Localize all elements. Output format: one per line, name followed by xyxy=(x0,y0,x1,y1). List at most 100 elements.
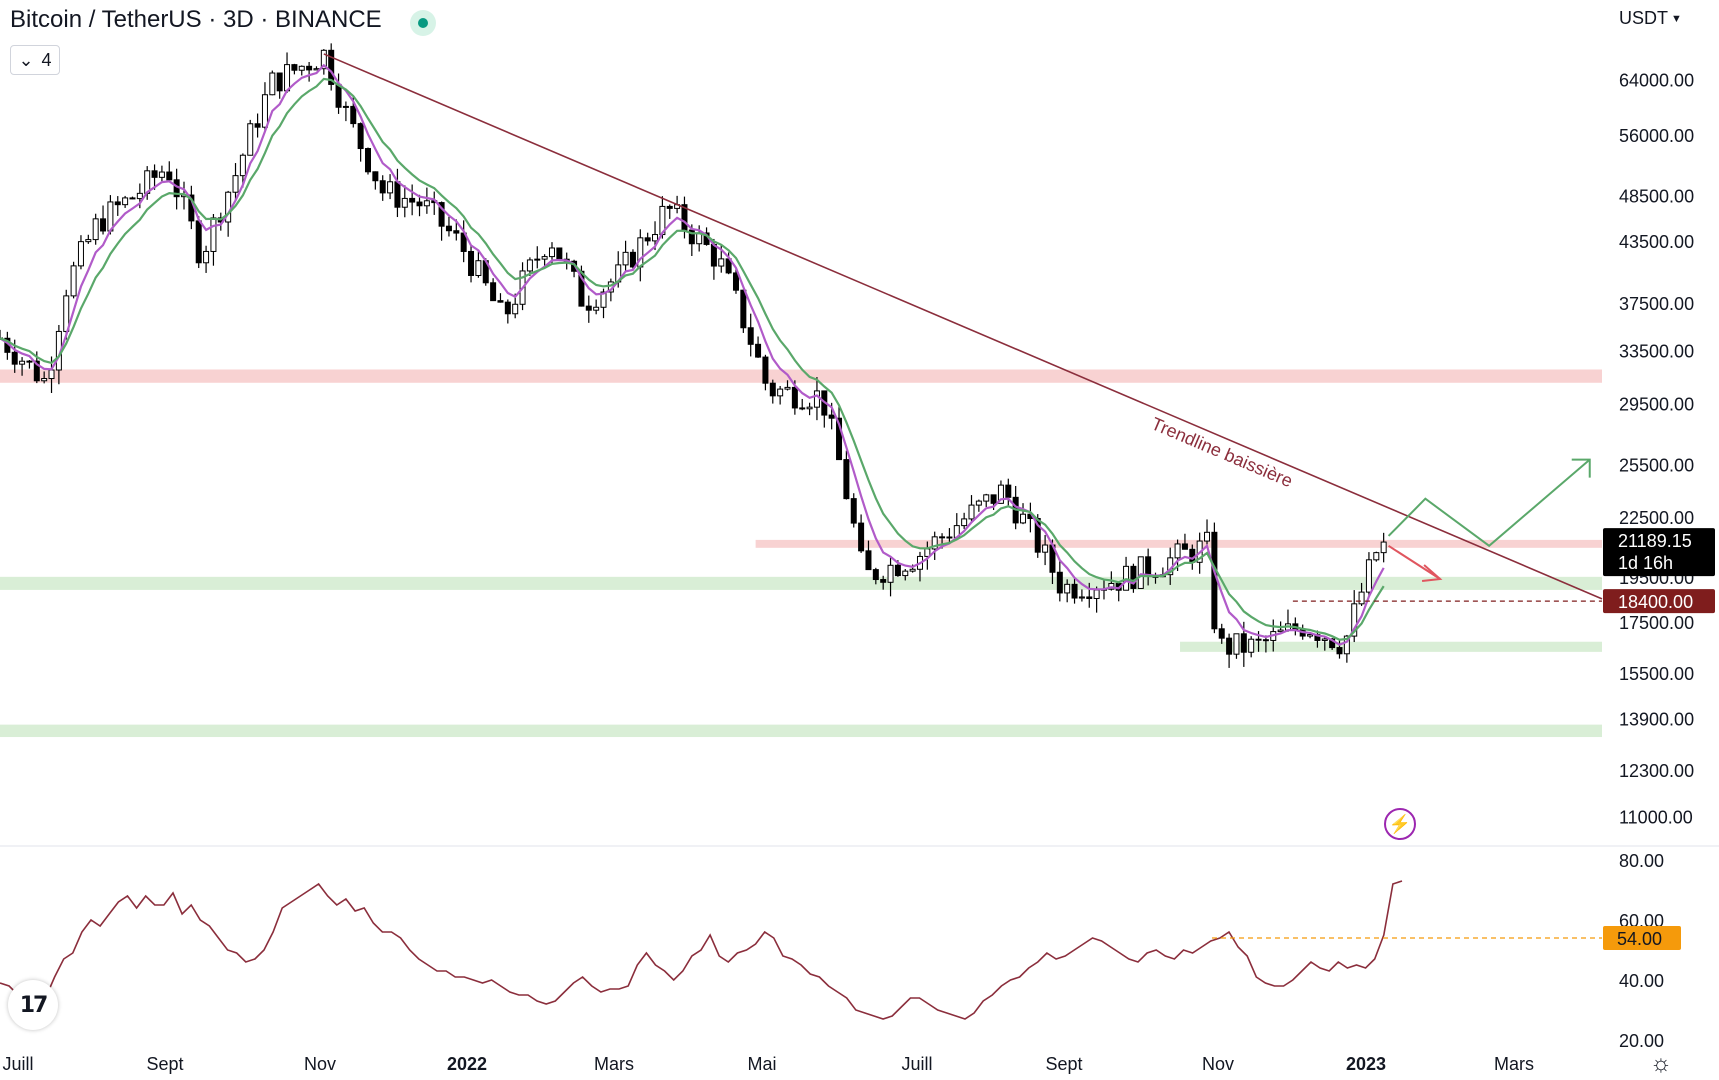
candle-body xyxy=(409,197,416,203)
candle-body xyxy=(247,123,254,156)
candle-body xyxy=(357,123,364,150)
time-axis-tick: Sept xyxy=(1045,1054,1082,1074)
candle-body xyxy=(1189,548,1196,563)
candle-body xyxy=(453,230,460,234)
chevron-down-icon: ⌄ xyxy=(18,49,34,70)
candle-body xyxy=(70,265,77,297)
candle-body xyxy=(541,256,548,260)
candle-body xyxy=(593,306,600,311)
chevron-down-icon: ▼ xyxy=(1671,13,1682,25)
collapse-indicators-button[interactable]: ⌄ 4 xyxy=(10,45,60,75)
candle-body xyxy=(813,390,820,408)
candle-body xyxy=(1174,543,1181,559)
candle-body xyxy=(1343,635,1350,655)
support-zone xyxy=(1180,641,1602,652)
currency-selector[interactable]: USDT ▼ xyxy=(1619,8,1682,29)
candle-body xyxy=(26,360,33,363)
candle-body xyxy=(394,181,401,208)
candle-body xyxy=(732,272,739,291)
price-axis-tick: 56000.00 xyxy=(1619,126,1694,146)
candle-body xyxy=(909,568,916,572)
rsi-axis-tick: 20.00 xyxy=(1619,1031,1664,1051)
candle-body xyxy=(1093,589,1100,599)
chart-title: Bitcoin / TetherUS · 3D · BINANCE xyxy=(10,6,382,33)
candle-body xyxy=(961,518,968,527)
candle-body xyxy=(791,386,798,409)
gear-icon[interactable]: ☼ xyxy=(1650,1050,1672,1077)
candle-body xyxy=(122,197,129,206)
currency-label: USDT xyxy=(1619,8,1668,28)
candle-body xyxy=(600,291,607,308)
candle-body xyxy=(1255,638,1262,641)
price-axis-tick: 43500.00 xyxy=(1619,232,1694,252)
candle-body xyxy=(166,171,173,181)
candle-body xyxy=(666,205,673,209)
candle-body xyxy=(1064,583,1071,594)
level-price-value: 18400.00 xyxy=(1618,592,1693,612)
candle-body xyxy=(328,49,335,85)
candle-body xyxy=(114,201,121,206)
price-axis-tick: 17500.00 xyxy=(1619,613,1694,633)
rsi-axis-tick: 40.00 xyxy=(1619,971,1664,991)
candle-body xyxy=(843,459,850,500)
rsi-axis-tick: 80.00 xyxy=(1619,851,1664,871)
time-axis-tick: Juill xyxy=(2,1054,33,1074)
candle-body xyxy=(1218,628,1225,639)
candle-body xyxy=(1262,639,1269,642)
support-zone xyxy=(0,724,1602,738)
candle-body xyxy=(836,417,843,461)
candle-body xyxy=(526,259,533,272)
time-axis-tick: Sept xyxy=(146,1054,183,1074)
indicator-count: 4 xyxy=(41,49,52,70)
price-axis-tick: 29500.00 xyxy=(1619,395,1694,415)
candle-body xyxy=(946,536,953,539)
candle-body xyxy=(1321,638,1328,641)
tradingview-logo[interactable]: 17 xyxy=(8,980,58,1030)
candle-body xyxy=(931,536,938,550)
candle-body xyxy=(997,484,1004,504)
candle-body xyxy=(755,343,762,358)
candle-body xyxy=(269,72,276,96)
candle-body xyxy=(232,175,239,193)
candle-body xyxy=(1005,484,1012,498)
candle-body xyxy=(865,550,872,571)
candle-body xyxy=(320,49,327,70)
candle-body xyxy=(762,356,769,384)
candle-body xyxy=(828,414,835,419)
candle-body xyxy=(136,192,143,200)
candle-body xyxy=(652,234,659,242)
candle-body xyxy=(769,382,776,397)
trendline-label: Trendline baissière xyxy=(1148,413,1295,491)
candle-body xyxy=(1277,629,1284,633)
rsi-level-value: 54.00 xyxy=(1617,929,1662,949)
candle-body xyxy=(468,250,475,276)
time-axis-tick: 2022 xyxy=(447,1054,487,1074)
candle-body xyxy=(1380,541,1387,554)
candle-body xyxy=(1078,596,1085,599)
price-axis-tick: 37500.00 xyxy=(1619,294,1694,314)
candle-body xyxy=(784,386,791,390)
candle-body xyxy=(858,522,865,552)
candle-body xyxy=(1137,556,1144,589)
candle-body xyxy=(195,220,202,264)
candle-body xyxy=(534,258,541,261)
candle-body xyxy=(350,105,357,125)
candle-body xyxy=(799,407,806,410)
candle-body xyxy=(364,148,371,173)
candle-body xyxy=(1130,565,1137,589)
time-axis-tick: Juill xyxy=(901,1054,932,1074)
time-axis-tick: Nov xyxy=(304,1054,336,1074)
candle-body xyxy=(239,154,246,177)
candle-body xyxy=(1042,544,1049,553)
candle-body xyxy=(556,247,563,260)
candle-body xyxy=(1181,543,1188,550)
lightning-icon[interactable]: ⚡ xyxy=(1384,808,1416,840)
price-axis-tick: 22500.00 xyxy=(1619,508,1694,528)
candle-body xyxy=(548,247,555,258)
time-axis-tick: Mars xyxy=(594,1054,634,1074)
candle-body xyxy=(806,406,813,410)
candle-body xyxy=(939,536,946,539)
candle-body xyxy=(1351,603,1358,637)
bear-arrowhead xyxy=(1421,564,1443,582)
